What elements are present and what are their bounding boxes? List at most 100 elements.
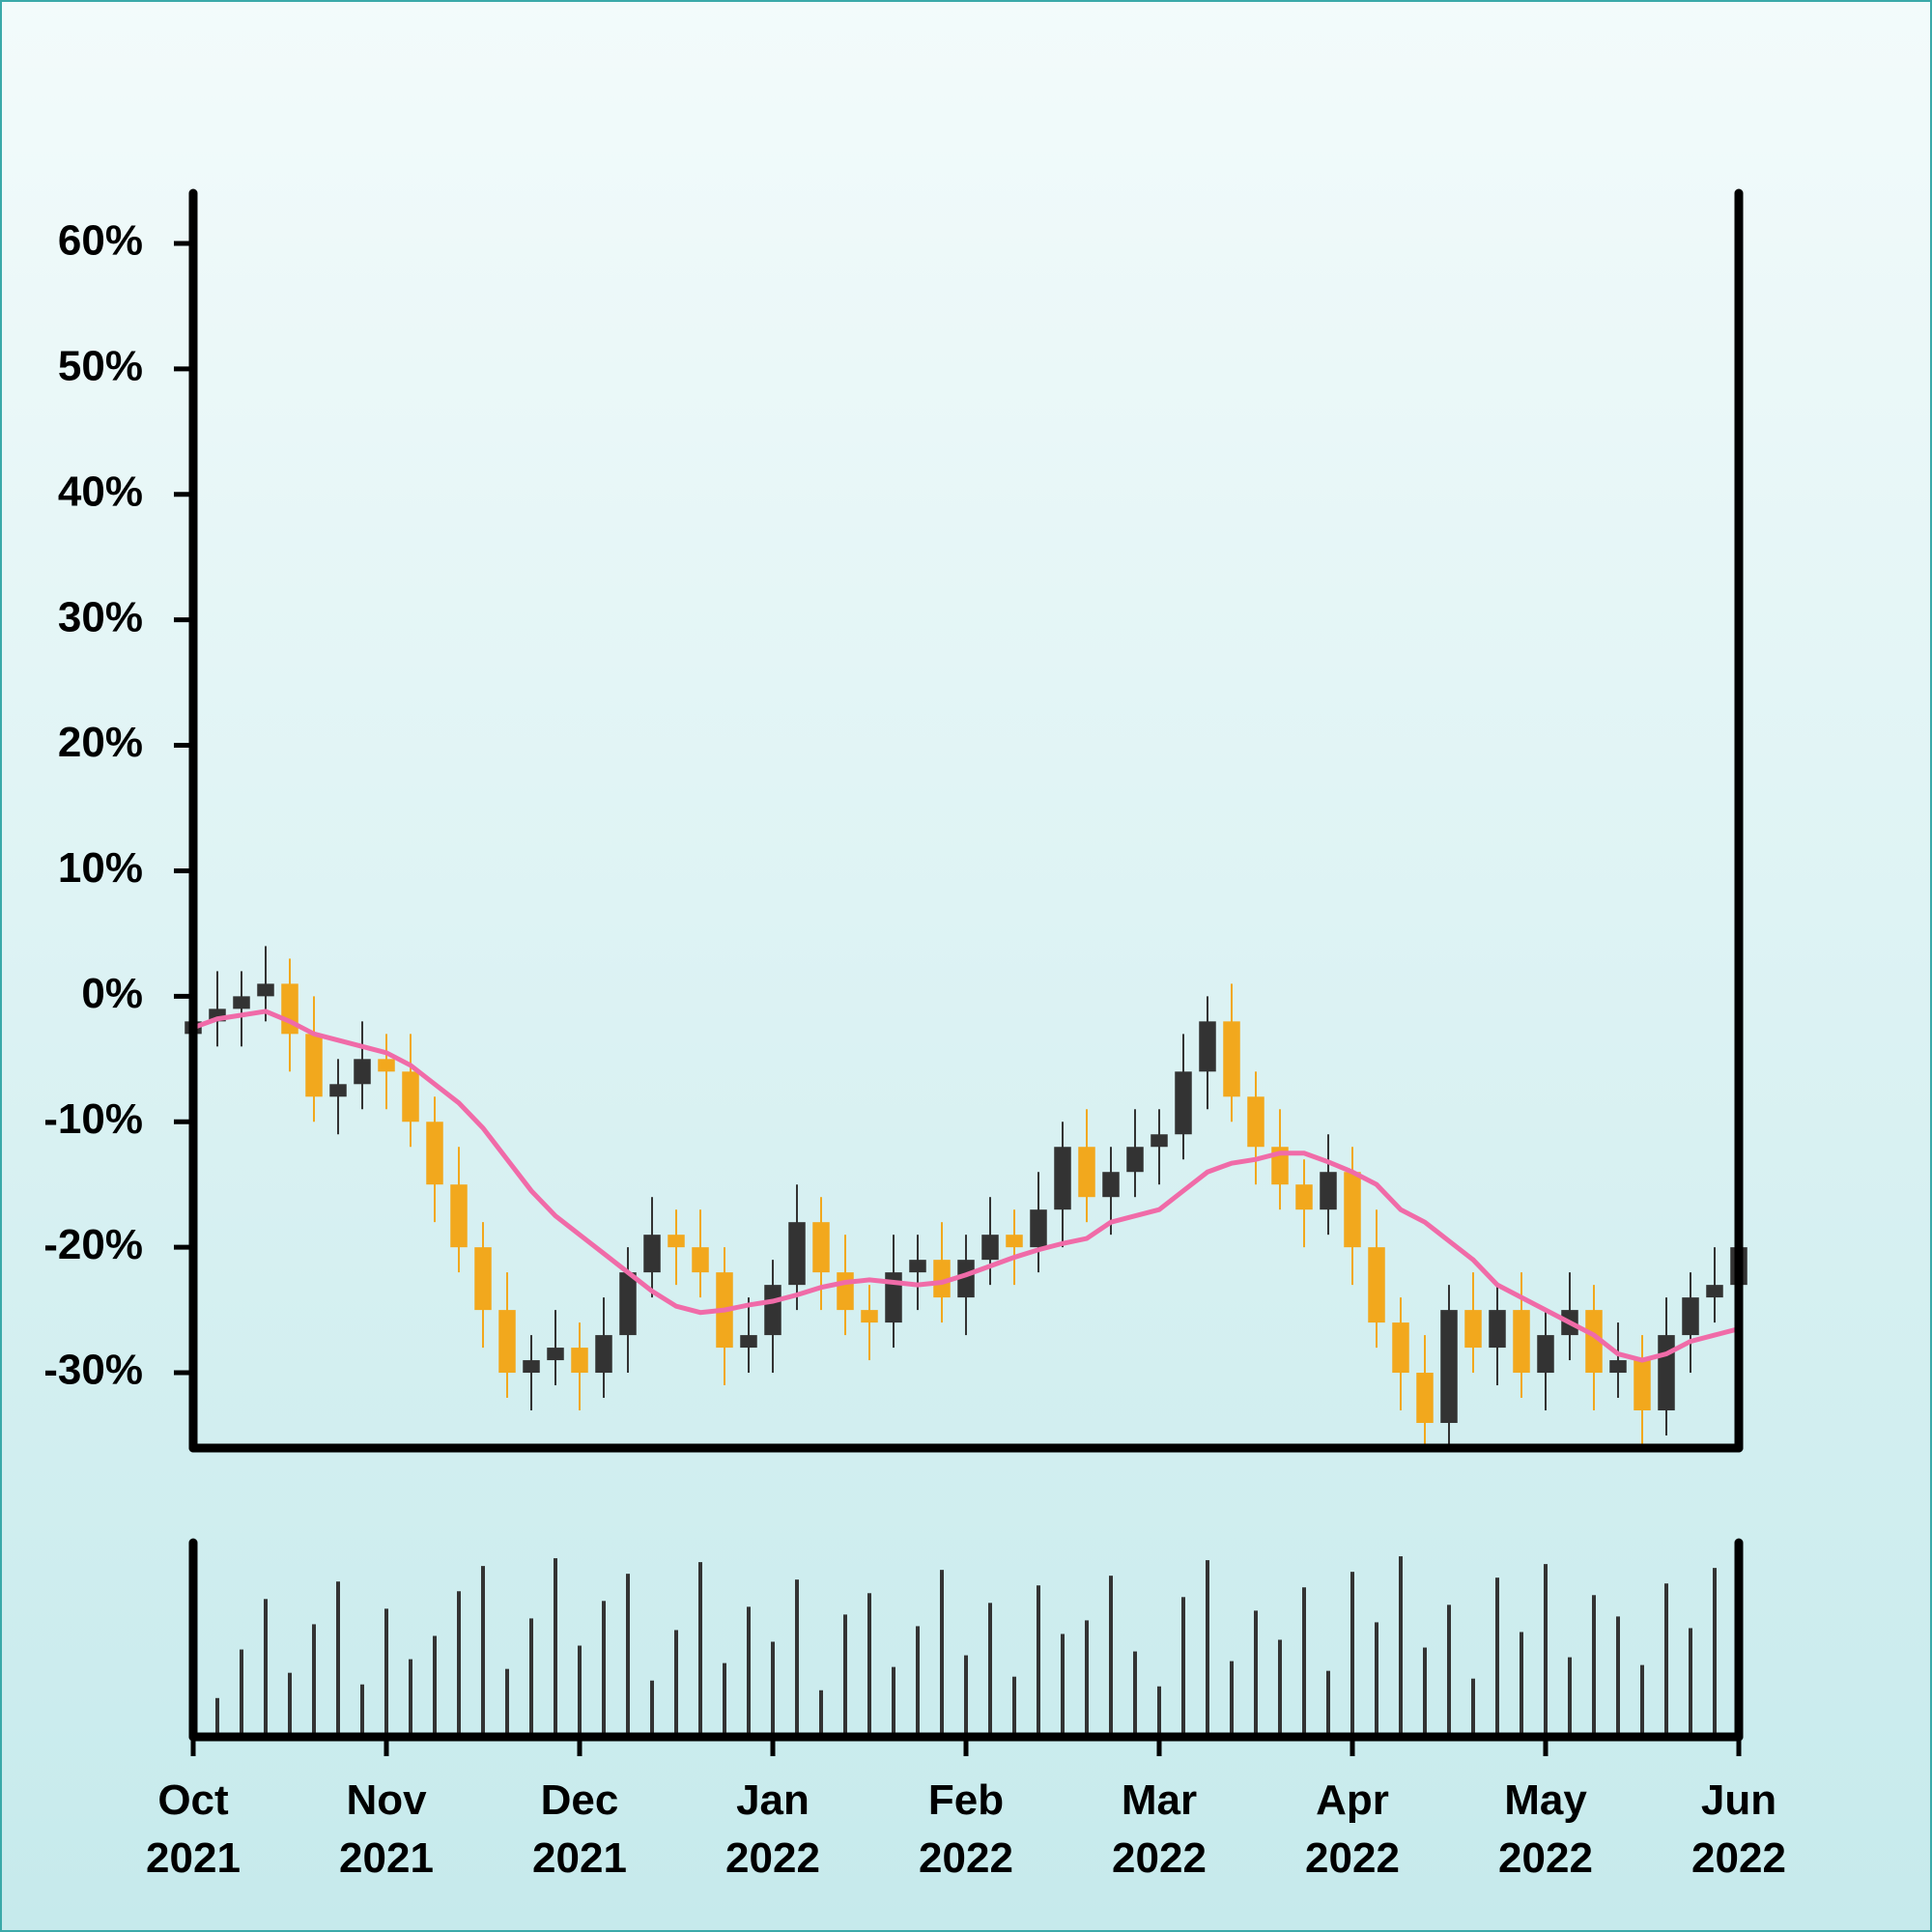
candle-body — [1223, 1021, 1240, 1097]
x-tick-label: Oct 2021 — [146, 1776, 241, 1882]
volume-bar — [1375, 1622, 1378, 1737]
x-tick-label-line: Oct — [157, 1776, 229, 1824]
candle-body — [812, 1222, 830, 1273]
y-tick-label: 10% — [58, 844, 143, 892]
candle-body — [1537, 1335, 1554, 1374]
volume-bar — [819, 1690, 823, 1737]
volume-bar — [1302, 1587, 1306, 1737]
volume-bar — [1471, 1678, 1475, 1737]
candle-body — [1247, 1096, 1264, 1148]
x-tick-label-line: May — [1504, 1776, 1587, 1824]
volume-bar — [554, 1558, 557, 1737]
candle-body — [909, 1260, 926, 1273]
volume-bar — [481, 1566, 485, 1737]
volume-bar — [384, 1608, 388, 1737]
volume-bar — [1423, 1647, 1427, 1737]
volume-bar — [1230, 1661, 1234, 1737]
volume-bar — [723, 1662, 726, 1737]
candle-body — [233, 996, 250, 1009]
candle-body — [764, 1285, 781, 1336]
volume-bar — [795, 1579, 799, 1737]
candle-body — [402, 1071, 419, 1122]
x-tick-label: Nov 2021 — [339, 1776, 434, 1882]
volume-bar — [1495, 1577, 1499, 1737]
volume-bar — [1061, 1634, 1065, 1737]
candle-body — [1006, 1235, 1023, 1248]
candle-body — [1634, 1360, 1651, 1411]
volume-bar — [1278, 1639, 1282, 1737]
volume-bar — [843, 1614, 847, 1737]
candle-body — [1295, 1184, 1313, 1210]
candle-body — [1464, 1310, 1482, 1349]
candle-body — [1489, 1310, 1506, 1349]
x-tick-label: Jan 2022 — [725, 1776, 820, 1882]
volume-bar — [964, 1655, 968, 1737]
volume-bar — [1664, 1583, 1668, 1737]
candle-body — [619, 1272, 637, 1336]
y-tick-label: 0% — [81, 970, 143, 1017]
x-tick-label: Dec 2021 — [532, 1776, 627, 1882]
candle-body — [837, 1272, 854, 1311]
volume-bar — [1616, 1616, 1620, 1737]
volume-bar — [940, 1570, 944, 1737]
volume-bar — [312, 1624, 316, 1737]
volume-bar — [1544, 1564, 1548, 1737]
candle-body — [1706, 1285, 1723, 1298]
candle-body — [861, 1310, 878, 1323]
candle-body — [1126, 1147, 1144, 1173]
x-tick-label: Jun 2022 — [1691, 1776, 1786, 1882]
volume-bar — [360, 1684, 364, 1737]
y-tick-label: 60% — [58, 217, 143, 265]
x-tick-label-line: Jun — [1701, 1776, 1776, 1824]
x-tick-label-line: Feb — [928, 1776, 1004, 1824]
x-tick-label-line: 2022 — [919, 1834, 1013, 1882]
x-tick-label-line: 2022 — [1305, 1834, 1400, 1882]
volume-bar — [1181, 1597, 1185, 1737]
candle-body — [571, 1348, 588, 1374]
volume-bar — [1085, 1620, 1089, 1737]
x-tick-label: Apr 2022 — [1305, 1776, 1400, 1882]
y-tick-label: 50% — [58, 342, 143, 389]
y-tick-label: -10% — [43, 1095, 143, 1143]
x-tick-label-line: Nov — [346, 1776, 427, 1824]
volume-bar — [1350, 1572, 1354, 1737]
candle-body — [1030, 1209, 1047, 1248]
candle-body — [1609, 1360, 1627, 1374]
y-tick-label: -30% — [43, 1347, 143, 1394]
candle-body — [305, 1034, 323, 1097]
volume-bar — [771, 1641, 775, 1737]
x-tick-label-line: 2022 — [1691, 1834, 1786, 1882]
volume-bar — [650, 1680, 654, 1737]
candle-body — [523, 1360, 540, 1374]
x-tick-label-line: 2022 — [1498, 1834, 1593, 1882]
candle-body — [1440, 1310, 1458, 1424]
candle-body — [1368, 1247, 1385, 1323]
x-tick-label: May 2022 — [1498, 1776, 1593, 1882]
volume-bar — [1399, 1556, 1403, 1737]
volume-bar — [1012, 1676, 1016, 1737]
volume-bar — [578, 1645, 582, 1737]
x-tick-label-line: Mar — [1122, 1776, 1197, 1824]
candle-body — [668, 1235, 685, 1248]
x-tick-label: Mar 2022 — [1112, 1776, 1207, 1882]
candle-body — [426, 1122, 443, 1185]
volume-bar — [602, 1601, 606, 1737]
volume-bar — [1568, 1657, 1572, 1737]
candle-body — [1199, 1021, 1216, 1072]
candle-body — [1585, 1310, 1603, 1374]
volume-bar — [1713, 1568, 1717, 1737]
y-tick-label: 40% — [58, 468, 143, 515]
candle-body — [933, 1260, 951, 1298]
volume-bar — [288, 1672, 292, 1737]
candle-body — [643, 1235, 661, 1273]
volume-bar — [916, 1626, 920, 1737]
volume-bar — [988, 1603, 992, 1737]
volume-bar — [215, 1697, 219, 1737]
x-tick-label-line: 2021 — [146, 1834, 241, 1882]
candle-body — [1054, 1147, 1071, 1210]
candle-body — [788, 1222, 806, 1286]
moving-average — [192, 1009, 1740, 1363]
candle-body — [474, 1247, 492, 1311]
volume-bar — [1206, 1560, 1209, 1737]
